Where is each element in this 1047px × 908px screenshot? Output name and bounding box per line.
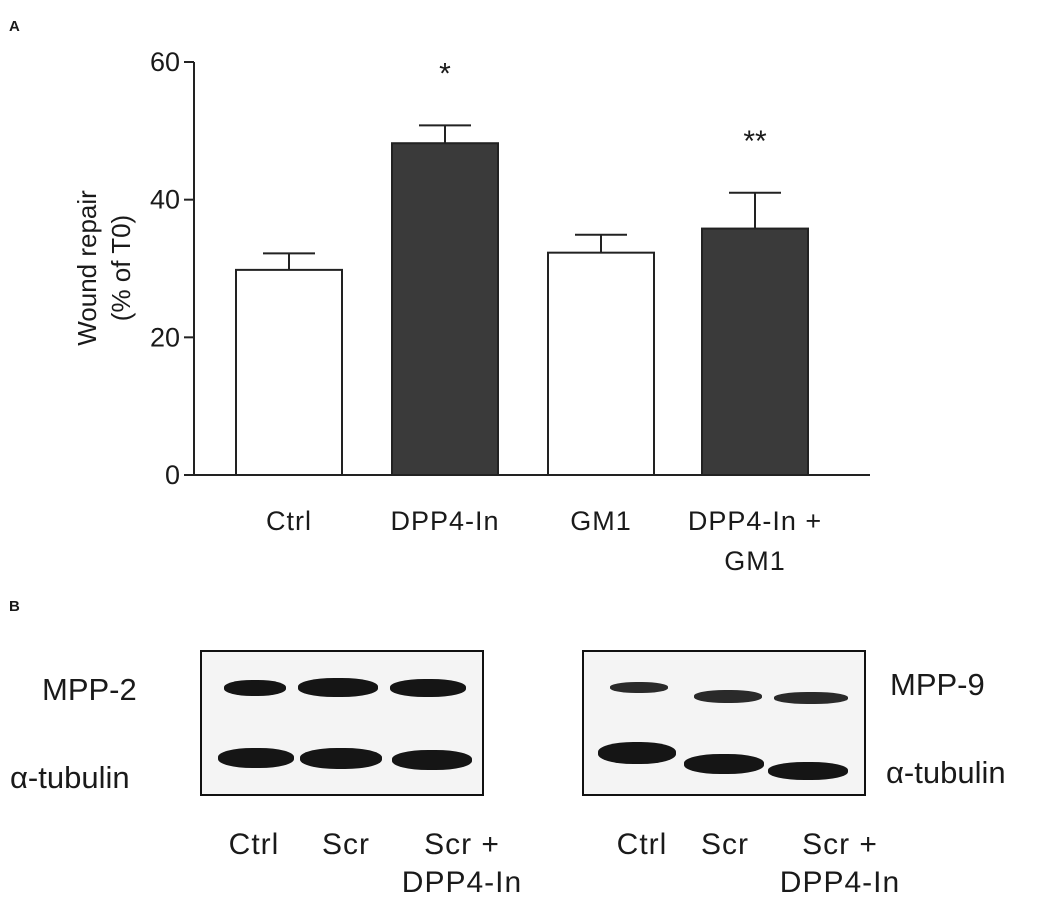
panel-b-letter: B	[9, 598, 20, 615]
bar	[235, 268, 343, 477]
y-axis-label: Wound repair (% of T0)	[72, 190, 136, 346]
left-lane-scr-dpp4: Scr + DPP4-In	[401, 828, 523, 899]
mpp2-band-scr-dpp4	[390, 679, 466, 697]
left-blot-image	[200, 650, 484, 796]
left-lane-scr: Scr	[322, 828, 370, 861]
bar	[547, 251, 655, 476]
significance-annotation: **	[743, 125, 767, 158]
category-label: Ctrl	[266, 506, 312, 536]
mpp2-label: MPP-2	[42, 672, 137, 707]
right-lane-scr-dpp4: Scr + DPP4-In	[779, 828, 901, 899]
mpp2-band-scr	[298, 678, 378, 697]
left-tubulin-band-ctrl	[218, 748, 294, 768]
right-tubulin-label: α-tubulin	[886, 755, 1006, 790]
left-tubulin-band-scr	[300, 748, 382, 769]
left-tubulin-band-scr-dpp4	[392, 750, 472, 770]
right-tubulin-band-ctrl	[598, 742, 676, 764]
y-tick-label: 40	[150, 185, 180, 215]
mpp2-band-ctrl	[224, 680, 286, 696]
left-tubulin-label: α-tubulin	[10, 760, 130, 795]
y-tick-label: 60	[150, 47, 180, 77]
category-label: DPP4-In	[390, 506, 499, 536]
y-tick-label: 20	[150, 322, 180, 352]
mpp9-band-ctrl	[610, 682, 668, 693]
mpp9-band-scr-dpp4	[774, 692, 848, 704]
y-tick-label: 0	[165, 460, 180, 490]
right-lane-ctrl: Ctrl	[616, 828, 668, 861]
category-label: GM1	[570, 506, 632, 536]
bar	[701, 227, 809, 476]
right-lane-scr: Scr	[701, 828, 749, 861]
bar	[391, 142, 499, 476]
right-tubulin-band-scr-dpp4	[768, 762, 848, 780]
panel-a-letter: A	[9, 18, 20, 35]
mpp9-band-scr	[694, 690, 762, 703]
significance-annotation: *	[439, 57, 451, 90]
category-label: DPP4-In + GM1	[688, 506, 822, 576]
left-lane-ctrl: Ctrl	[228, 828, 280, 861]
mpp9-label: MPP-9	[890, 667, 985, 702]
right-tubulin-band-scr	[684, 754, 764, 774]
right-blot-image	[582, 650, 866, 796]
bar-chart: 0 20 40 60 Wound repair (% of T0) Ctrl * DPP4-In…	[72, 47, 870, 576]
